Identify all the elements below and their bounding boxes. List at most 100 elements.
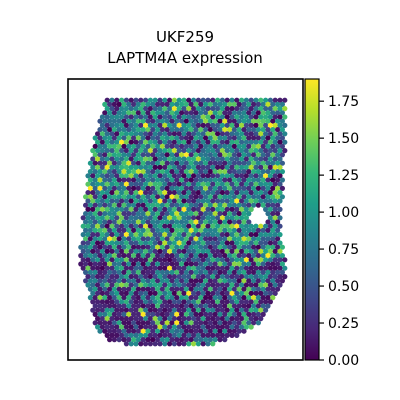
data-spot xyxy=(97,278,103,284)
data-spot xyxy=(85,265,91,271)
data-spot xyxy=(263,299,269,305)
data-spot xyxy=(150,261,156,267)
data-spot xyxy=(99,114,105,120)
data-spot xyxy=(227,311,233,317)
data-spot xyxy=(179,169,185,175)
data-spot xyxy=(224,198,230,204)
data-spot xyxy=(275,202,281,208)
data-spot xyxy=(255,202,261,208)
data-spot xyxy=(212,253,218,259)
data-spot xyxy=(241,328,247,334)
data-spot xyxy=(133,97,139,103)
data-spot xyxy=(102,269,108,275)
data-spot xyxy=(169,227,175,233)
data-spot xyxy=(90,198,96,204)
data-spot xyxy=(212,177,218,183)
data-spot xyxy=(255,320,261,326)
data-spot xyxy=(188,244,194,250)
data-spot xyxy=(159,152,165,158)
data-spot xyxy=(104,198,110,204)
data-spot xyxy=(210,332,216,338)
data-spot xyxy=(152,198,158,204)
data-spot xyxy=(210,139,216,145)
data-spot xyxy=(83,227,89,233)
data-spot xyxy=(195,97,201,103)
data-spot xyxy=(217,269,223,275)
data-spot xyxy=(128,307,134,313)
data-spot xyxy=(107,110,113,116)
data-spot xyxy=(243,290,249,296)
data-spot xyxy=(277,190,283,196)
data-spot xyxy=(95,190,101,196)
data-spot xyxy=(183,185,189,191)
data-spot xyxy=(191,299,197,305)
data-spot xyxy=(248,156,254,162)
data-spot xyxy=(140,194,146,200)
data-spot xyxy=(159,311,165,317)
data-spot xyxy=(155,160,161,166)
data-spot xyxy=(157,198,163,204)
data-spot xyxy=(241,278,247,284)
data-spot xyxy=(123,148,129,154)
data-spot xyxy=(195,156,201,162)
data-spot xyxy=(95,232,101,238)
data-spot xyxy=(212,311,218,317)
data-spot xyxy=(145,320,151,326)
data-spot xyxy=(171,139,177,145)
data-spot xyxy=(126,160,132,166)
data-spot xyxy=(217,127,223,133)
data-spot xyxy=(164,177,170,183)
data-spot xyxy=(171,215,177,221)
data-spot xyxy=(123,223,129,229)
data-spot xyxy=(145,202,151,208)
data-spot xyxy=(243,97,249,103)
data-spot xyxy=(198,194,204,200)
data-spot xyxy=(195,232,201,238)
data-spot xyxy=(215,257,221,263)
data-spot xyxy=(167,290,173,296)
data-spot xyxy=(239,282,245,288)
data-spot xyxy=(186,198,192,204)
data-spot xyxy=(239,248,245,254)
data-spot xyxy=(236,127,242,133)
data-spot xyxy=(133,307,139,313)
data-spot xyxy=(198,219,204,225)
data-spot xyxy=(210,215,216,221)
data-spot xyxy=(212,244,218,250)
colorbar-tick-label: 1.25 xyxy=(328,168,359,184)
data-spot xyxy=(212,211,218,217)
data-spot xyxy=(114,139,120,145)
data-spot xyxy=(133,164,139,170)
data-spot xyxy=(145,135,151,141)
data-spot xyxy=(198,135,204,141)
data-spot xyxy=(128,240,134,246)
data-spot xyxy=(90,257,96,263)
data-spot xyxy=(282,122,288,128)
data-spot xyxy=(152,265,158,271)
data-spot xyxy=(212,135,218,141)
data-spot xyxy=(123,240,129,246)
data-spot xyxy=(95,139,101,145)
data-spot xyxy=(255,295,261,301)
data-spot xyxy=(198,110,204,116)
data-spot xyxy=(133,248,139,254)
data-spot xyxy=(128,173,134,179)
data-spot xyxy=(128,299,134,305)
data-spot xyxy=(236,227,242,233)
data-spot xyxy=(157,265,163,271)
data-spot xyxy=(239,240,245,246)
data-spot xyxy=(234,97,240,103)
data-spot xyxy=(114,257,120,263)
data-spot xyxy=(267,106,273,112)
data-spot xyxy=(227,253,233,259)
data-spot xyxy=(169,328,175,334)
data-spot xyxy=(174,320,180,326)
data-spot xyxy=(167,114,173,120)
data-spot xyxy=(270,177,276,183)
data-spot xyxy=(263,122,269,128)
data-spot xyxy=(157,148,163,154)
data-spot xyxy=(212,303,218,309)
data-spot xyxy=(123,274,129,280)
data-spot xyxy=(234,190,240,196)
data-spot xyxy=(179,303,185,309)
